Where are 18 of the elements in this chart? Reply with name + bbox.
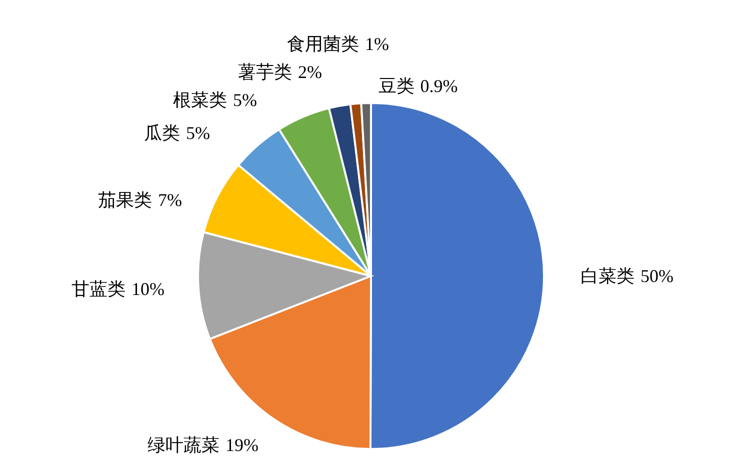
data-label: 19% [226, 435, 258, 455]
data-label: 2% [298, 62, 322, 82]
slice-label: 瓜类 [144, 123, 180, 143]
data-label: 10% [132, 279, 164, 299]
data-label: 0.9% [420, 76, 458, 96]
data-label: 1% [365, 34, 389, 54]
slice-label: 绿叶蔬菜 [148, 435, 220, 455]
slice-label: 茄果类 [98, 190, 152, 210]
slice-label: 根菜类 [173, 90, 227, 110]
slice-label: 薯芋类 [238, 62, 292, 82]
slice-label: 食用菌类 [287, 34, 359, 54]
slice-label: 豆类 [378, 76, 414, 96]
data-label: 5% [233, 90, 257, 110]
data-label: 50% [640, 266, 674, 286]
data-label: 5% [186, 123, 210, 143]
slice-label: 甘蓝类 [72, 279, 126, 299]
slice-label: 白菜类 [580, 266, 634, 286]
data-label: 7% [158, 190, 182, 210]
